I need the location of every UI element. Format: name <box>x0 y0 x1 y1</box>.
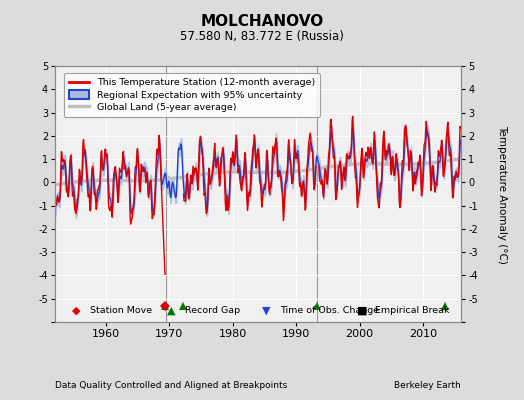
Text: ◆: ◆ <box>72 305 81 315</box>
Text: Empirical Break: Empirical Break <box>375 306 449 315</box>
Text: ■: ■ <box>357 305 367 315</box>
Text: Berkeley Earth: Berkeley Earth <box>395 381 461 390</box>
Text: Data Quality Controlled and Aligned at Breakpoints: Data Quality Controlled and Aligned at B… <box>55 381 287 390</box>
Text: MOLCHANOVO: MOLCHANOVO <box>200 14 324 29</box>
Legend: This Temperature Station (12-month average), Regional Expectation with 95% uncer: This Temperature Station (12-month avera… <box>64 73 320 117</box>
Text: Record Gap: Record Gap <box>185 306 240 315</box>
Y-axis label: Temperature Anomaly (°C): Temperature Anomaly (°C) <box>497 124 507 264</box>
Text: 57.580 N, 83.772 E (Russia): 57.580 N, 83.772 E (Russia) <box>180 30 344 43</box>
Text: ▲: ▲ <box>167 305 176 315</box>
Text: Time of Obs. Change: Time of Obs. Change <box>280 306 379 315</box>
Text: ▼: ▼ <box>262 305 270 315</box>
Text: Station Move: Station Move <box>90 306 152 315</box>
